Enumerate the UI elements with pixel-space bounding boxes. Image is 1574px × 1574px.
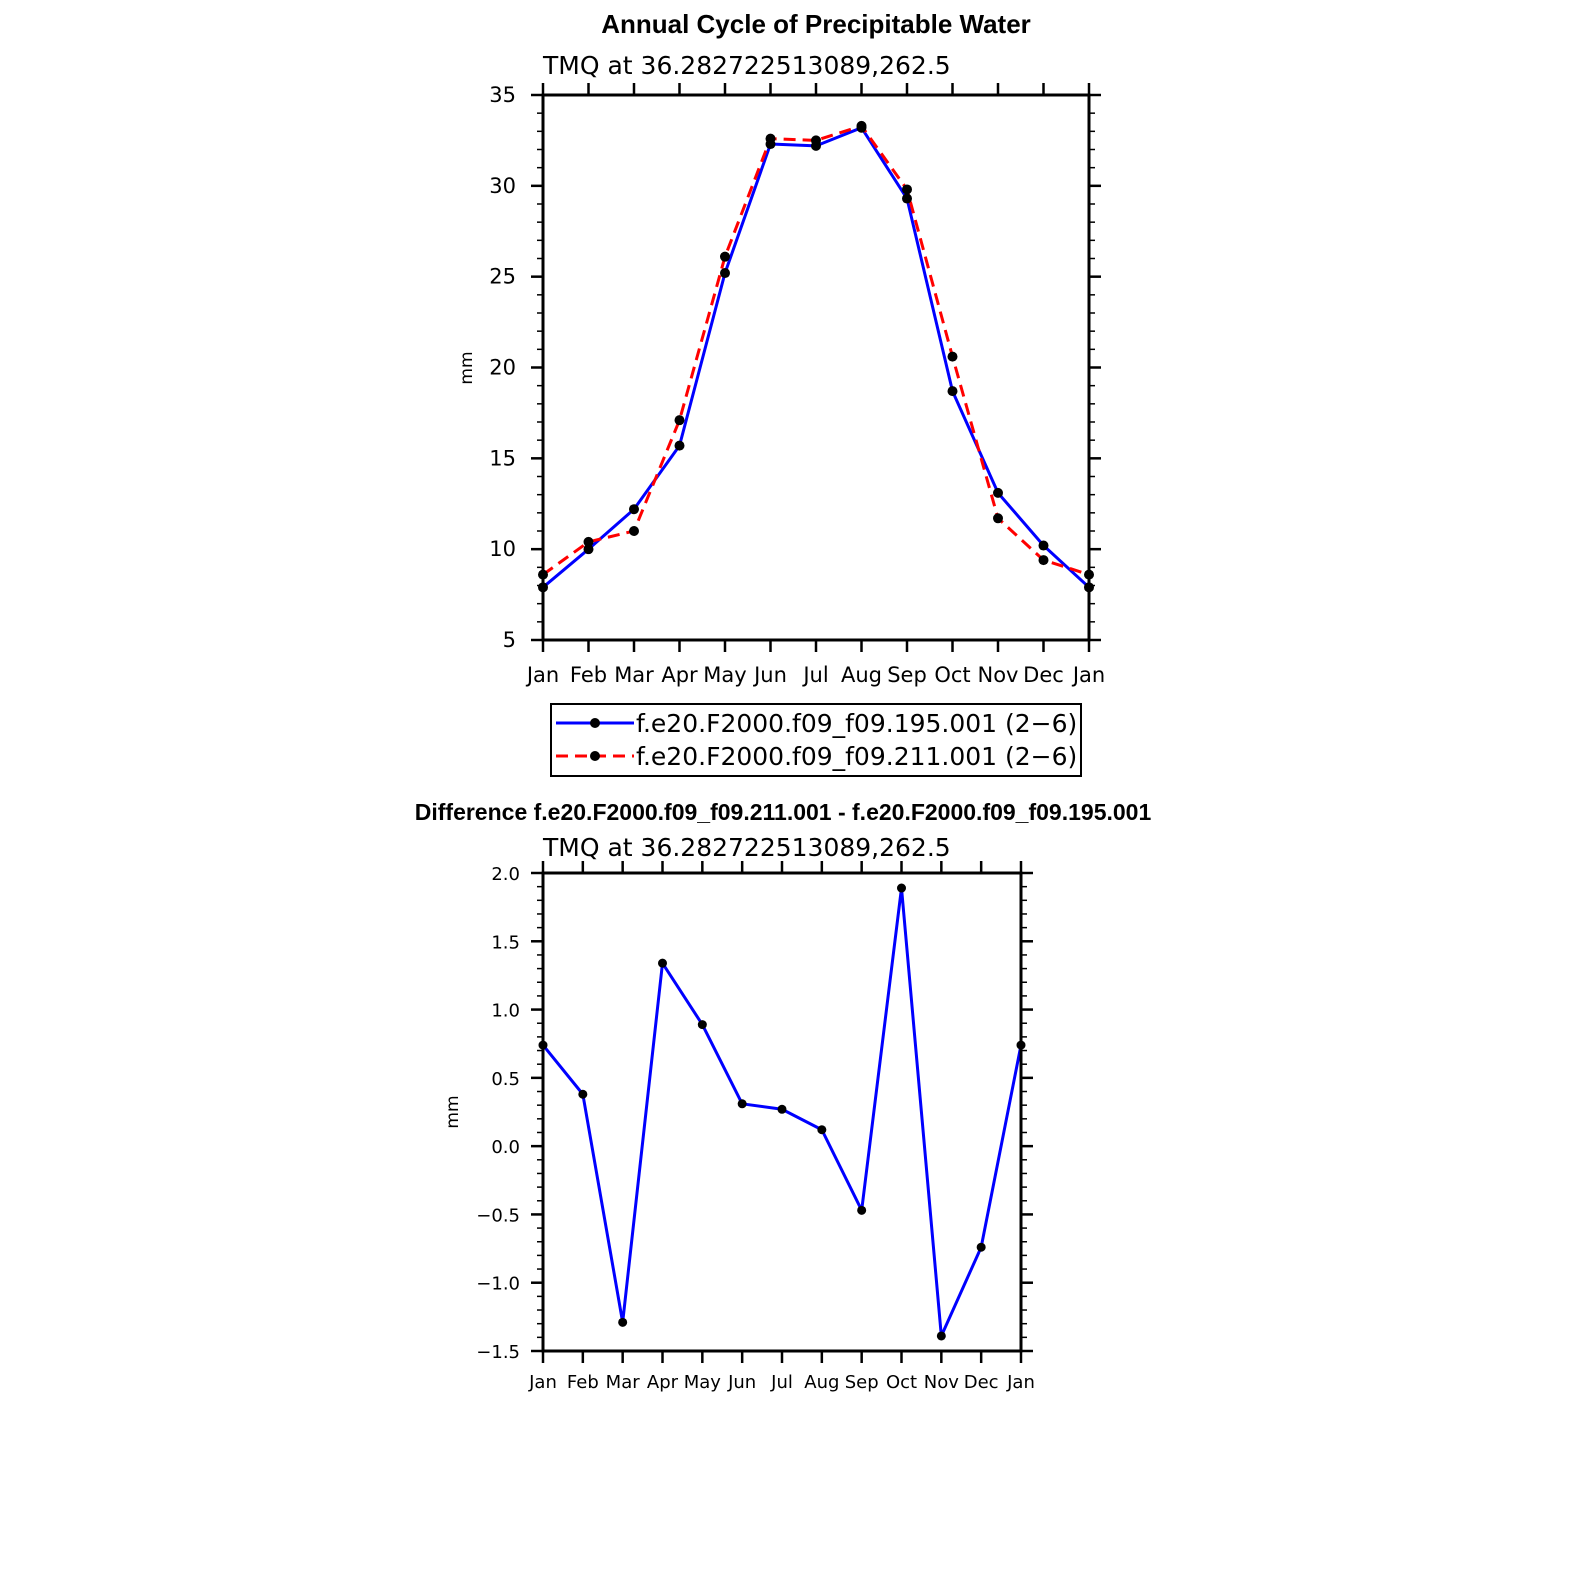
- data-point: [857, 1205, 867, 1215]
- data-point: [697, 1020, 707, 1030]
- x-tick-label: May: [703, 663, 746, 687]
- chart-subtitle: TMQ at 36.282722513089,262.5: [542, 833, 951, 862]
- series-lines: [542, 124, 1091, 589]
- x-tick-label: Dec: [1023, 663, 1064, 687]
- x-tick-label: Dec: [964, 1372, 999, 1393]
- data-point: [947, 386, 958, 397]
- x-tick-label: Sep: [845, 1372, 879, 1393]
- x-tick-label: Mar: [606, 1372, 641, 1393]
- x-tick-label: Oct: [886, 1372, 917, 1393]
- data-point: [817, 1125, 827, 1135]
- x-tick-label: Mar: [614, 663, 654, 687]
- y-tick-label: 0.0: [491, 1137, 520, 1158]
- series-line-0: [542, 126, 1091, 589]
- series-line-1: [542, 124, 1090, 577]
- data-point: [777, 1104, 787, 1114]
- legend-label-195: f.e20.F2000.f09_f09.195.001 (2−6): [636, 709, 1077, 738]
- x-tick-label: Aug: [804, 1372, 839, 1393]
- legend-box: [550, 703, 1082, 777]
- y-axis-label: mm: [443, 1095, 463, 1128]
- chart-subtitle: TMQ at 36.282722513089,262.5: [542, 51, 951, 80]
- x-tick-label: Feb: [567, 1372, 599, 1393]
- x-tick-label: Jul: [770, 1372, 793, 1393]
- data-point: [720, 268, 730, 279]
- y-tick-label: −1.5: [476, 1342, 520, 1363]
- x-tick-label: Jun: [752, 663, 787, 687]
- chart-title: Difference f.e20.F2000.f09_f09.211.001 -…: [415, 799, 1152, 825]
- data-point: [897, 883, 906, 893]
- data-point: [658, 958, 667, 968]
- x-tick-labels: Jan Feb Mar Apr May Jun Jul Aug Sep Oct Nov Dec Jan: [525, 663, 1105, 687]
- data-point: [1038, 555, 1049, 566]
- x-tick-label: Aug: [841, 663, 882, 687]
- series-markers: [538, 883, 1026, 1341]
- ticks: [531, 83, 1101, 652]
- series-markers: [538, 120, 1094, 593]
- y-tick-label: 10: [489, 537, 516, 561]
- plot-frame: [541, 871, 1023, 1353]
- chart-title: Annual Cycle of Precipitable Water: [601, 9, 1031, 39]
- x-tick-label: Jan: [1006, 1372, 1035, 1393]
- x-tick-label: Nov: [924, 1372, 959, 1393]
- data-point: [578, 1089, 588, 1099]
- legend: f.e20.F2000.f09_f09.195.001 (2−6) f.e20.…: [550, 703, 1082, 777]
- x-tick-label: Apr: [647, 1372, 679, 1393]
- y-tick-label: 30: [489, 174, 516, 198]
- legend-marker-195: [590, 718, 600, 728]
- x-tick-label: Jan: [525, 663, 559, 687]
- x-tick-label: Jun: [727, 1372, 756, 1393]
- x-tick-label: Sep: [887, 663, 927, 687]
- x-tick-label: Jan: [1071, 663, 1105, 687]
- y-tick-label: −0.5: [476, 1205, 520, 1226]
- annual-cycle-chart: Annual Cycle of Precipitable Water TMQ a…: [457, 9, 1105, 777]
- y-tick-label: 2.0: [491, 864, 520, 885]
- y-tick-labels: 5 10 15 20 25 30 35: [489, 83, 516, 652]
- data-point: [1038, 540, 1049, 551]
- ticks: [531, 861, 1033, 1363]
- data-point: [993, 487, 1003, 498]
- x-tick-label: Feb: [570, 663, 607, 687]
- y-tick-label: 20: [489, 356, 516, 380]
- data-point: [976, 1242, 986, 1252]
- data-point: [993, 513, 1003, 524]
- x-tick-label: Jul: [801, 663, 828, 687]
- y-tick-label: 5: [503, 628, 516, 652]
- data-point: [674, 440, 685, 451]
- data-point: [856, 120, 867, 131]
- data-point: [765, 133, 776, 144]
- data-point: [720, 251, 730, 262]
- data-point: [618, 1317, 628, 1327]
- data-point: [811, 135, 821, 146]
- data-point: [629, 504, 639, 515]
- y-tick-label: 25: [489, 265, 516, 289]
- data-point: [737, 1099, 747, 1109]
- data-point: [583, 536, 594, 547]
- data-point: [902, 184, 912, 195]
- y-tick-label: 35: [489, 83, 516, 107]
- data-point: [674, 415, 685, 426]
- x-tick-label: Nov: [978, 663, 1019, 687]
- difference-chart: Difference f.e20.F2000.f09_f09.211.001 -…: [415, 799, 1152, 1393]
- y-axis-label: mm: [457, 351, 477, 384]
- x-tick-label: Oct: [934, 663, 970, 687]
- x-tick-label: May: [684, 1372, 722, 1393]
- data-point: [902, 193, 912, 204]
- plot-frame: [541, 93, 1091, 642]
- x-tick-label: Apr: [661, 663, 698, 687]
- y-tick-label: 15: [489, 446, 516, 470]
- data-point: [936, 1331, 946, 1341]
- data-point: [629, 526, 639, 536]
- x-tick-labels: Jan Feb Mar Apr May Jun Jul Aug Sep Oct Nov Dec Jan: [528, 1372, 1035, 1393]
- data-point: [583, 544, 594, 555]
- y-tick-label: 1.5: [491, 932, 520, 953]
- y-tick-labels: −1.5 −1.0 −0.5 0.0 0.5 1.0 1.5 2.0: [476, 864, 520, 1363]
- data-point: [947, 351, 958, 362]
- y-tick-label: 0.5: [491, 1069, 520, 1090]
- y-tick-label: 1.0: [491, 1001, 520, 1022]
- x-tick-label: Jan: [528, 1372, 557, 1393]
- legend-marker-211: [590, 751, 600, 761]
- legend-label-211: f.e20.F2000.f09_f09.211.001 (2−6): [636, 742, 1077, 771]
- y-tick-label: −1.0: [476, 1274, 520, 1295]
